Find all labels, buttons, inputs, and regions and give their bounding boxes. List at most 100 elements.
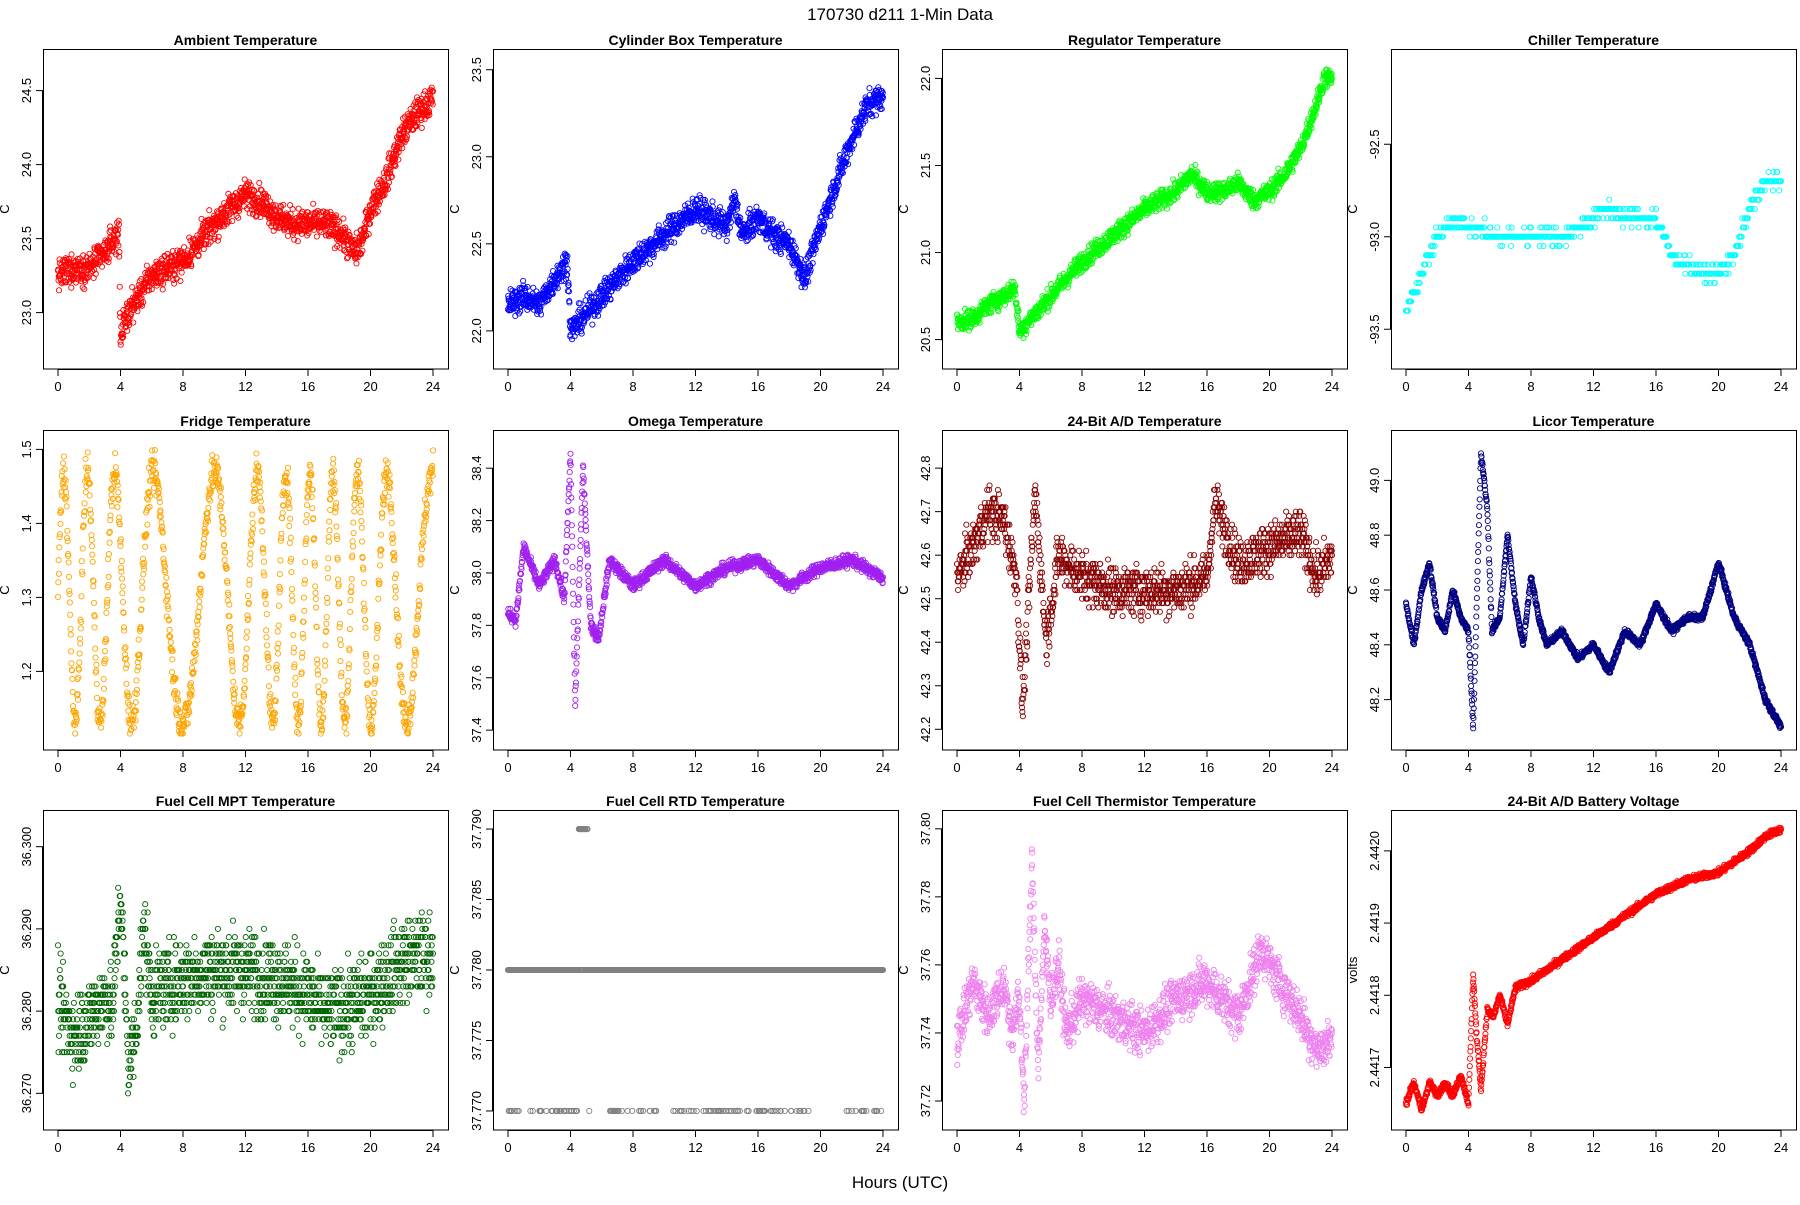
x-tick-label: 24	[876, 379, 890, 394]
series-points	[505, 85, 885, 342]
y-tick-label: 23.0	[19, 300, 34, 325]
data-point	[873, 113, 878, 118]
data-point	[867, 86, 872, 91]
x-tick-label: 24	[1774, 379, 1788, 394]
data-point	[717, 205, 722, 210]
data-point	[1482, 216, 1487, 221]
x-tick-label: 20	[813, 379, 827, 394]
x-tick-label: 0	[1402, 379, 1409, 394]
data-point	[1636, 225, 1641, 230]
y-tick-label: 24.5	[19, 78, 34, 103]
x-tick-label: 8	[1078, 379, 1085, 394]
data-point	[1620, 225, 1625, 230]
data-point	[731, 189, 736, 194]
panel-title: Cylinder Box Temperature	[608, 32, 782, 48]
y-tick-label: 23.0	[469, 144, 484, 169]
y-axis-label: C	[896, 204, 911, 213]
panel-0: Ambient TemperatureC0481216202423.023.52…	[0, 32, 449, 394]
x-tick-label: 4	[1465, 379, 1472, 394]
x-tick-label: 12	[238, 379, 252, 394]
plot-frame	[44, 50, 449, 370]
data-point	[1578, 234, 1583, 239]
data-point	[285, 233, 290, 238]
data-point	[290, 206, 295, 211]
x-tick-label: 20	[363, 379, 377, 394]
data-point	[1522, 225, 1527, 230]
data-point	[1607, 197, 1612, 202]
data-point	[311, 201, 316, 206]
data-point	[1653, 206, 1658, 211]
y-axis-label: C	[0, 204, 12, 213]
data-point	[69, 252, 74, 257]
data-point	[314, 234, 319, 239]
panel-title: Regulator Temperature	[1068, 32, 1221, 48]
x-tick-label: 12	[1137, 379, 1151, 394]
data-point	[779, 222, 784, 227]
y-tick-label: 21.5	[918, 153, 933, 178]
data-point	[160, 287, 165, 292]
data-point	[230, 218, 235, 223]
y-tick-label: 22.0	[469, 318, 484, 343]
y-tick-label: 22.5	[469, 231, 484, 256]
data-point	[99, 264, 104, 269]
x-tick-label: 20	[1711, 379, 1725, 394]
data-point	[419, 125, 424, 130]
x-tick-label: 0	[953, 379, 960, 394]
x-tick-label: 8	[1527, 379, 1534, 394]
data-point	[716, 234, 721, 239]
panel-title: Chiller Temperature	[1528, 32, 1659, 48]
x-axis: 0 4 8 12 16 20 24	[953, 369, 1339, 394]
x-tick-label: 16	[751, 379, 765, 394]
panel-2: Regulator Temperature C 0 4 8 12 16 20 24 20.5 21.…	[896, 32, 1348, 394]
y-tick-label: -92.5	[1367, 129, 1382, 159]
x-tick-label: 8	[629, 379, 636, 394]
y-tick-label: 20.5	[918, 327, 933, 352]
data-point	[1495, 225, 1500, 230]
x-tick-label: 4	[567, 379, 574, 394]
figure-title: 170730 d211 1-Min Data	[807, 5, 993, 24]
data-point	[590, 322, 595, 327]
data-point	[207, 208, 212, 213]
data-point	[257, 180, 262, 185]
series-points	[1403, 169, 1783, 313]
y-tick-label: -93.0	[1367, 222, 1382, 252]
y-tick-label: 21.0	[918, 240, 933, 265]
data-point	[117, 284, 122, 289]
x-tick-label: 12	[1586, 379, 1600, 394]
data-point	[1730, 262, 1735, 267]
x-tick-label: 24	[1325, 379, 1339, 394]
data-point	[538, 312, 543, 317]
data-point	[1469, 216, 1474, 221]
figure-x-axis-label: Hours (UTC)	[852, 1173, 948, 1192]
y-tick-label: 24.0	[19, 152, 34, 177]
x-tick-label: 16	[1200, 379, 1214, 394]
x-tick-label: 20	[1262, 379, 1276, 394]
data-point	[754, 204, 759, 209]
data-point	[1683, 271, 1688, 276]
x-tick-label: 4	[117, 379, 124, 394]
y-axis: 23.023.524.024.5	[19, 78, 43, 325]
data-point	[710, 199, 715, 204]
series-points	[954, 67, 1334, 341]
y-tick-label: -93.5	[1367, 314, 1382, 344]
data-point	[1509, 225, 1514, 230]
y-axis-label: C	[447, 204, 462, 213]
data-point	[131, 320, 136, 325]
y-axis-label: C	[1345, 204, 1360, 213]
data-point	[647, 261, 652, 266]
data-point	[1629, 225, 1634, 230]
data-point	[172, 281, 177, 286]
x-tick-label: 12	[688, 379, 702, 394]
x-tick-label: 8	[179, 379, 186, 394]
x-axis: 04812162024	[1402, 369, 1788, 394]
data-point	[724, 238, 729, 243]
data-point	[701, 229, 706, 234]
data-point	[1687, 253, 1692, 258]
y-axis: 22.022.523.023.5	[469, 57, 493, 343]
data-point	[1508, 243, 1513, 248]
x-tick-label: 4	[1016, 379, 1023, 394]
x-tick-label: 24	[426, 379, 440, 394]
data-point	[341, 216, 346, 221]
